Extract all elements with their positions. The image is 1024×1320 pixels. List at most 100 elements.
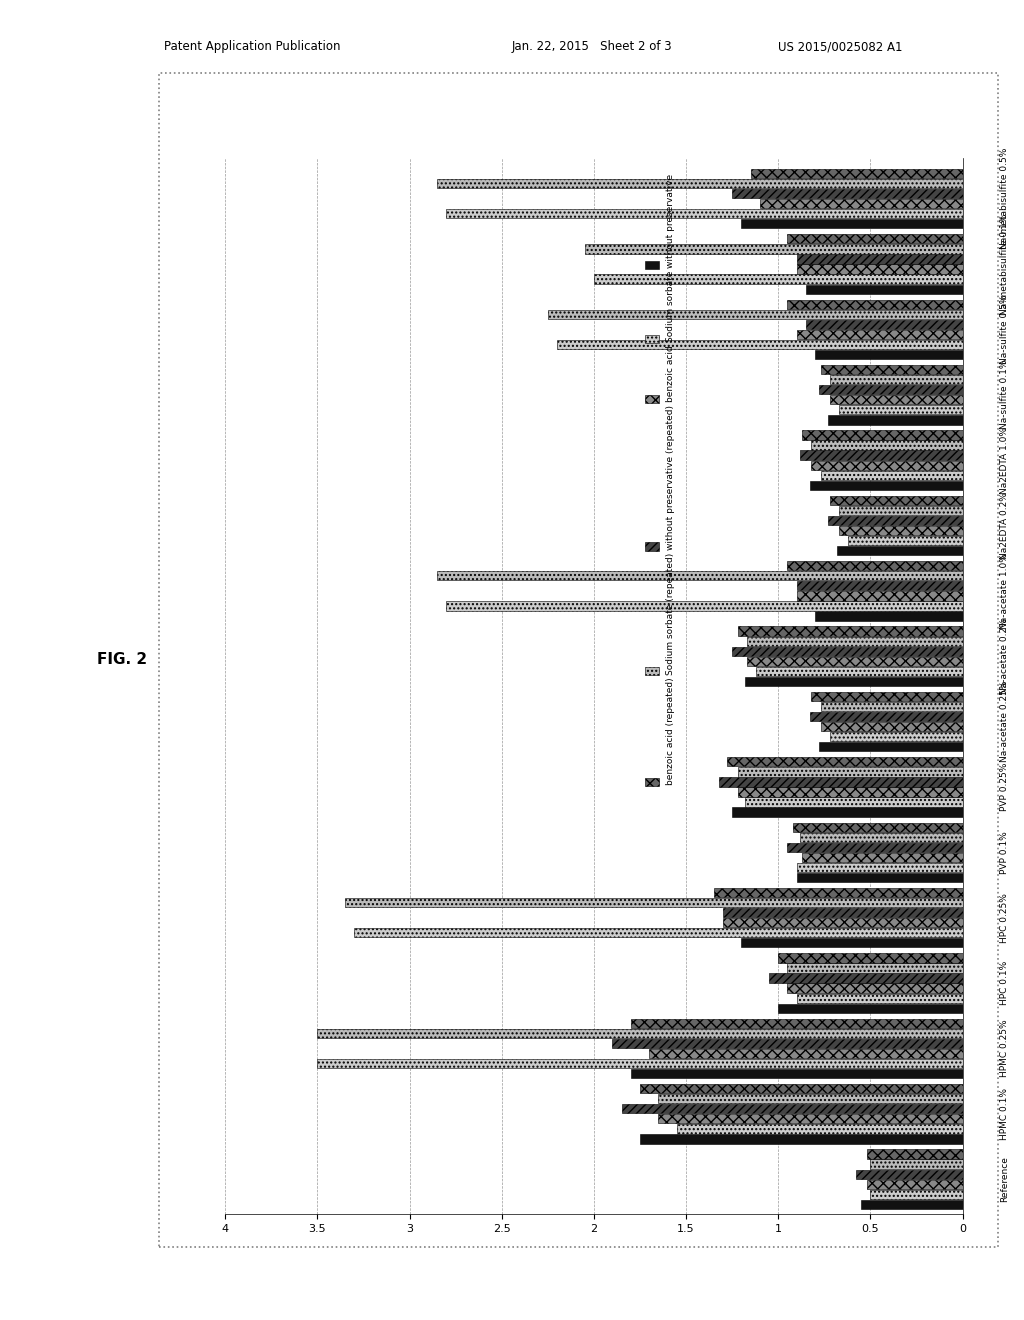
Bar	[802, 853, 963, 862]
Bar	[787, 983, 963, 993]
Bar	[746, 636, 963, 645]
Bar	[446, 602, 963, 611]
Bar	[751, 169, 963, 178]
Bar	[811, 461, 963, 470]
Bar	[839, 525, 963, 535]
Bar	[797, 581, 963, 590]
Bar	[612, 1039, 963, 1048]
Bar	[801, 450, 963, 459]
Bar	[870, 1159, 963, 1168]
Bar	[787, 964, 963, 973]
Bar	[787, 234, 963, 243]
Bar	[437, 572, 963, 581]
Bar	[723, 908, 963, 917]
Bar	[317, 1028, 963, 1038]
Bar	[806, 319, 963, 329]
Bar	[829, 733, 963, 742]
Bar	[828, 416, 963, 425]
Bar	[870, 1189, 963, 1199]
Bar	[741, 939, 963, 948]
Bar	[839, 506, 963, 515]
Bar	[778, 1003, 963, 1012]
Bar	[801, 833, 963, 842]
Bar	[838, 546, 963, 556]
Bar	[769, 973, 963, 982]
Bar	[719, 777, 963, 787]
Bar	[820, 702, 963, 711]
Bar	[810, 480, 963, 490]
Bar	[810, 711, 963, 721]
Bar	[815, 350, 963, 359]
Bar	[760, 199, 963, 209]
Bar	[815, 611, 963, 620]
Bar	[649, 1049, 963, 1059]
Bar	[787, 300, 963, 309]
Bar	[745, 797, 963, 807]
Bar	[811, 692, 963, 701]
Bar	[787, 561, 963, 570]
Bar	[797, 591, 963, 601]
Bar	[820, 722, 963, 731]
Bar	[866, 1180, 963, 1189]
Bar	[622, 1104, 963, 1114]
Bar	[819, 742, 963, 751]
Bar	[866, 1150, 963, 1159]
Bar	[658, 1094, 963, 1104]
Bar	[829, 395, 963, 404]
Bar	[778, 953, 963, 962]
Bar	[594, 275, 963, 284]
Bar	[819, 385, 963, 395]
Text: US 2015/0025082 A1: US 2015/0025082 A1	[778, 40, 903, 53]
Bar	[714, 888, 963, 898]
Bar	[640, 1134, 963, 1143]
Bar	[446, 209, 963, 218]
Bar	[677, 1125, 963, 1134]
Bar	[737, 627, 963, 636]
Legend: without preservative, Sodium sorbate, benzoic acid, without preservative (repeat: without preservative, Sodium sorbate, be…	[643, 173, 678, 789]
Bar	[811, 441, 963, 450]
Bar	[839, 405, 963, 414]
Bar	[658, 1114, 963, 1123]
Bar	[732, 189, 963, 198]
Bar	[557, 339, 963, 348]
Text: FIG. 2: FIG. 2	[97, 652, 147, 668]
Bar	[861, 1200, 963, 1209]
Bar	[797, 255, 963, 264]
Bar	[631, 1069, 963, 1078]
Bar	[585, 244, 963, 253]
Text: Patent Application Publication: Patent Application Publication	[164, 40, 340, 53]
Bar	[727, 758, 963, 767]
Bar	[820, 364, 963, 375]
Bar	[848, 536, 963, 545]
Text: Jan. 22, 2015   Sheet 2 of 3: Jan. 22, 2015 Sheet 2 of 3	[512, 40, 673, 53]
Bar	[793, 822, 963, 832]
Bar	[756, 667, 963, 676]
Bar	[437, 180, 963, 189]
Bar	[548, 310, 963, 319]
Bar	[829, 375, 963, 384]
Bar	[797, 330, 963, 339]
Bar	[732, 808, 963, 817]
Bar	[745, 677, 963, 686]
Bar	[746, 656, 963, 665]
Bar	[317, 1059, 963, 1068]
Bar	[737, 787, 963, 797]
Bar	[806, 285, 963, 294]
Bar	[640, 1084, 963, 1093]
Bar	[787, 842, 963, 851]
Bar	[732, 647, 963, 656]
Bar	[797, 994, 963, 1003]
Bar	[828, 516, 963, 525]
Bar	[802, 430, 963, 440]
Bar	[631, 1019, 963, 1028]
Bar	[741, 219, 963, 228]
Bar	[797, 873, 963, 882]
Bar	[797, 863, 963, 873]
Bar	[856, 1170, 963, 1179]
Bar	[345, 898, 963, 907]
Bar	[797, 264, 963, 273]
Bar	[354, 928, 963, 937]
Bar	[737, 767, 963, 776]
Bar	[820, 470, 963, 480]
Bar	[829, 496, 963, 506]
